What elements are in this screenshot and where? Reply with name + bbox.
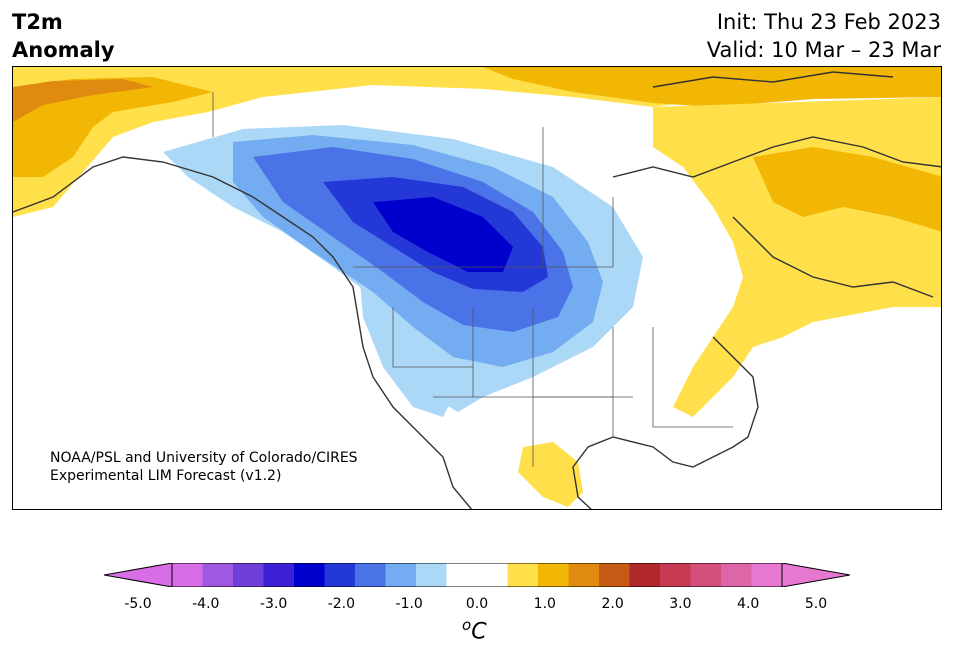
colorbar-tick-label: -3.0: [259, 596, 288, 612]
state-borders: [212, 92, 733, 467]
colorbar-tick-label: -1.0: [395, 596, 423, 612]
colorbar-tick-label: 2.0: [601, 596, 624, 612]
cold-core: [373, 197, 513, 272]
colorbar-tick-label: 0.0: [465, 596, 489, 612]
map-title: T2m Anomaly: [12, 8, 115, 64]
warm-quebec: [753, 147, 941, 232]
colorbar-segment: [538, 563, 569, 587]
colorbar-segment: [477, 563, 508, 587]
colorbar-segment: [751, 563, 783, 587]
colorbar-segment: [660, 563, 691, 587]
colorbar-segment: [599, 563, 630, 587]
colorbar-segment: [416, 563, 447, 587]
title-line-1: T2m: [12, 10, 63, 34]
warm-alaska-core: [13, 79, 153, 122]
colorbar-segment: [690, 563, 722, 587]
colorbar-tick-label: 5.0: [804, 596, 828, 612]
unit-degree: o: [462, 616, 472, 634]
colorbar-segment: [721, 563, 752, 587]
colorbar-segment: [385, 563, 417, 587]
colorbar-segment: [263, 563, 295, 587]
colorbar-ticks: -5.0 -4.0 -3.0 -2.0 -1.0 0.0 1.0 2.0 3.0 4.0 5.0: [0, 596, 953, 616]
init-date: Init: Thu 23 Feb 2023: [716, 10, 941, 34]
colorbar-segment: [446, 563, 478, 587]
colorbar-tick-label: -2.0: [327, 596, 356, 612]
colorbar-under-arrow: [104, 563, 173, 587]
title-line-2: Anomaly: [12, 38, 115, 62]
colorbar-over-arrow: [781, 563, 850, 587]
warm-alaska-inner: [13, 77, 213, 177]
forecast-dates: Init: Thu 23 Feb 2023 Valid: 10 Mar – 23…: [707, 8, 941, 64]
warm-arctic: [483, 67, 941, 107]
map-svg: [13, 67, 941, 509]
colorbar: [104, 563, 850, 587]
colorbar-tick-label: -5.0: [124, 596, 152, 612]
colorbar-segment: [233, 563, 264, 587]
coastlines: [13, 71, 941, 509]
unit-letter: C: [471, 619, 487, 645]
valid-range: Valid: 10 Mar – 23 Mar: [706, 38, 941, 62]
colorbar-segment: [507, 563, 539, 587]
colorbar-segment: [355, 563, 386, 587]
colorbar-unit: oC: [462, 616, 487, 644]
credit-line-2: Experimental LIM Forecast (v1.2): [50, 468, 282, 484]
anomaly-map: NOAA/PSL and University of Colorado/CIRE…: [12, 66, 942, 510]
credit-text: NOAA/PSL and University of Colorado/CIRE…: [50, 449, 358, 485]
colorbar-segment: [324, 563, 356, 587]
colorbar-segment: [294, 563, 325, 587]
colorbar-segment: [568, 563, 600, 587]
colorbar-segment: [202, 563, 234, 587]
warm-mexico: [518, 442, 583, 507]
colorbar-tick-label: -4.0: [192, 596, 220, 612]
colorbar-tick-label: 4.0: [737, 596, 760, 612]
colorbar-tick-label: 3.0: [669, 596, 692, 612]
colorbar-segment: [629, 563, 661, 587]
colorbar-segments: [172, 563, 783, 587]
colorbar-segment: [172, 563, 203, 587]
colorbar-tick-label: 1.0: [533, 596, 556, 612]
credit-line-1: NOAA/PSL and University of Colorado/CIRE…: [50, 450, 358, 466]
